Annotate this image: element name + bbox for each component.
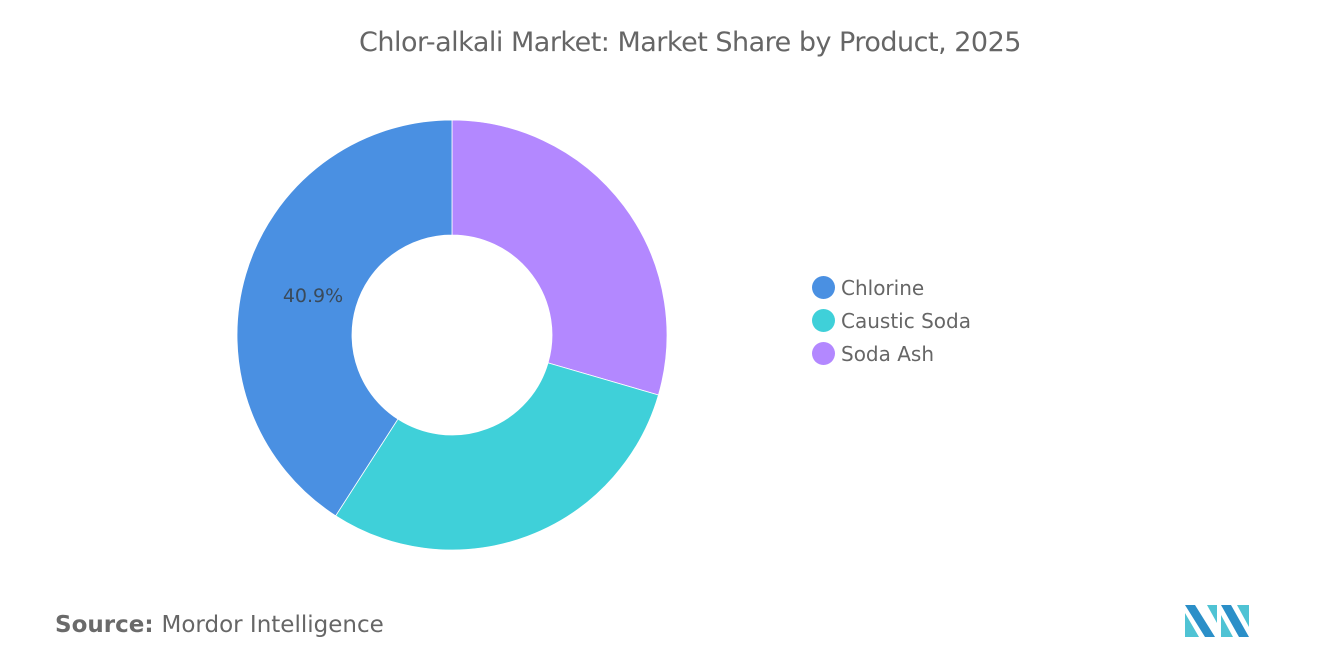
legend-label: Caustic Soda bbox=[841, 308, 971, 333]
chart-title: Chlor-alkali Market: Market Share by Pro… bbox=[359, 27, 1021, 58]
donut-slices bbox=[236, 119, 668, 551]
mordor-logo-icon bbox=[1185, 605, 1249, 637]
legend-label: Chlorine bbox=[841, 275, 925, 300]
legend-swatch-caustic-soda bbox=[812, 309, 835, 332]
legend-swatch-chlorine bbox=[812, 276, 835, 299]
legend-item-caustic-soda: Caustic Soda bbox=[812, 304, 971, 337]
legend-swatch-soda-ash bbox=[812, 342, 835, 365]
slice-soda-ash bbox=[451, 119, 668, 396]
source-note: Source: Mordor Intelligence bbox=[55, 612, 384, 638]
data-label-chlorine: 40.9% bbox=[283, 285, 343, 307]
legend-item-soda-ash: Soda Ash bbox=[812, 337, 971, 370]
source-key: Source: bbox=[55, 612, 154, 638]
source-value: Mordor Intelligence bbox=[161, 612, 384, 638]
slice-chlorine bbox=[236, 119, 453, 517]
legend-label: Soda Ash bbox=[841, 341, 935, 366]
slice-caustic-soda bbox=[335, 362, 659, 551]
chart-legend: Chlorine Caustic Soda Soda Ash bbox=[812, 271, 971, 370]
legend-item-chlorine: Chlorine bbox=[812, 271, 971, 304]
